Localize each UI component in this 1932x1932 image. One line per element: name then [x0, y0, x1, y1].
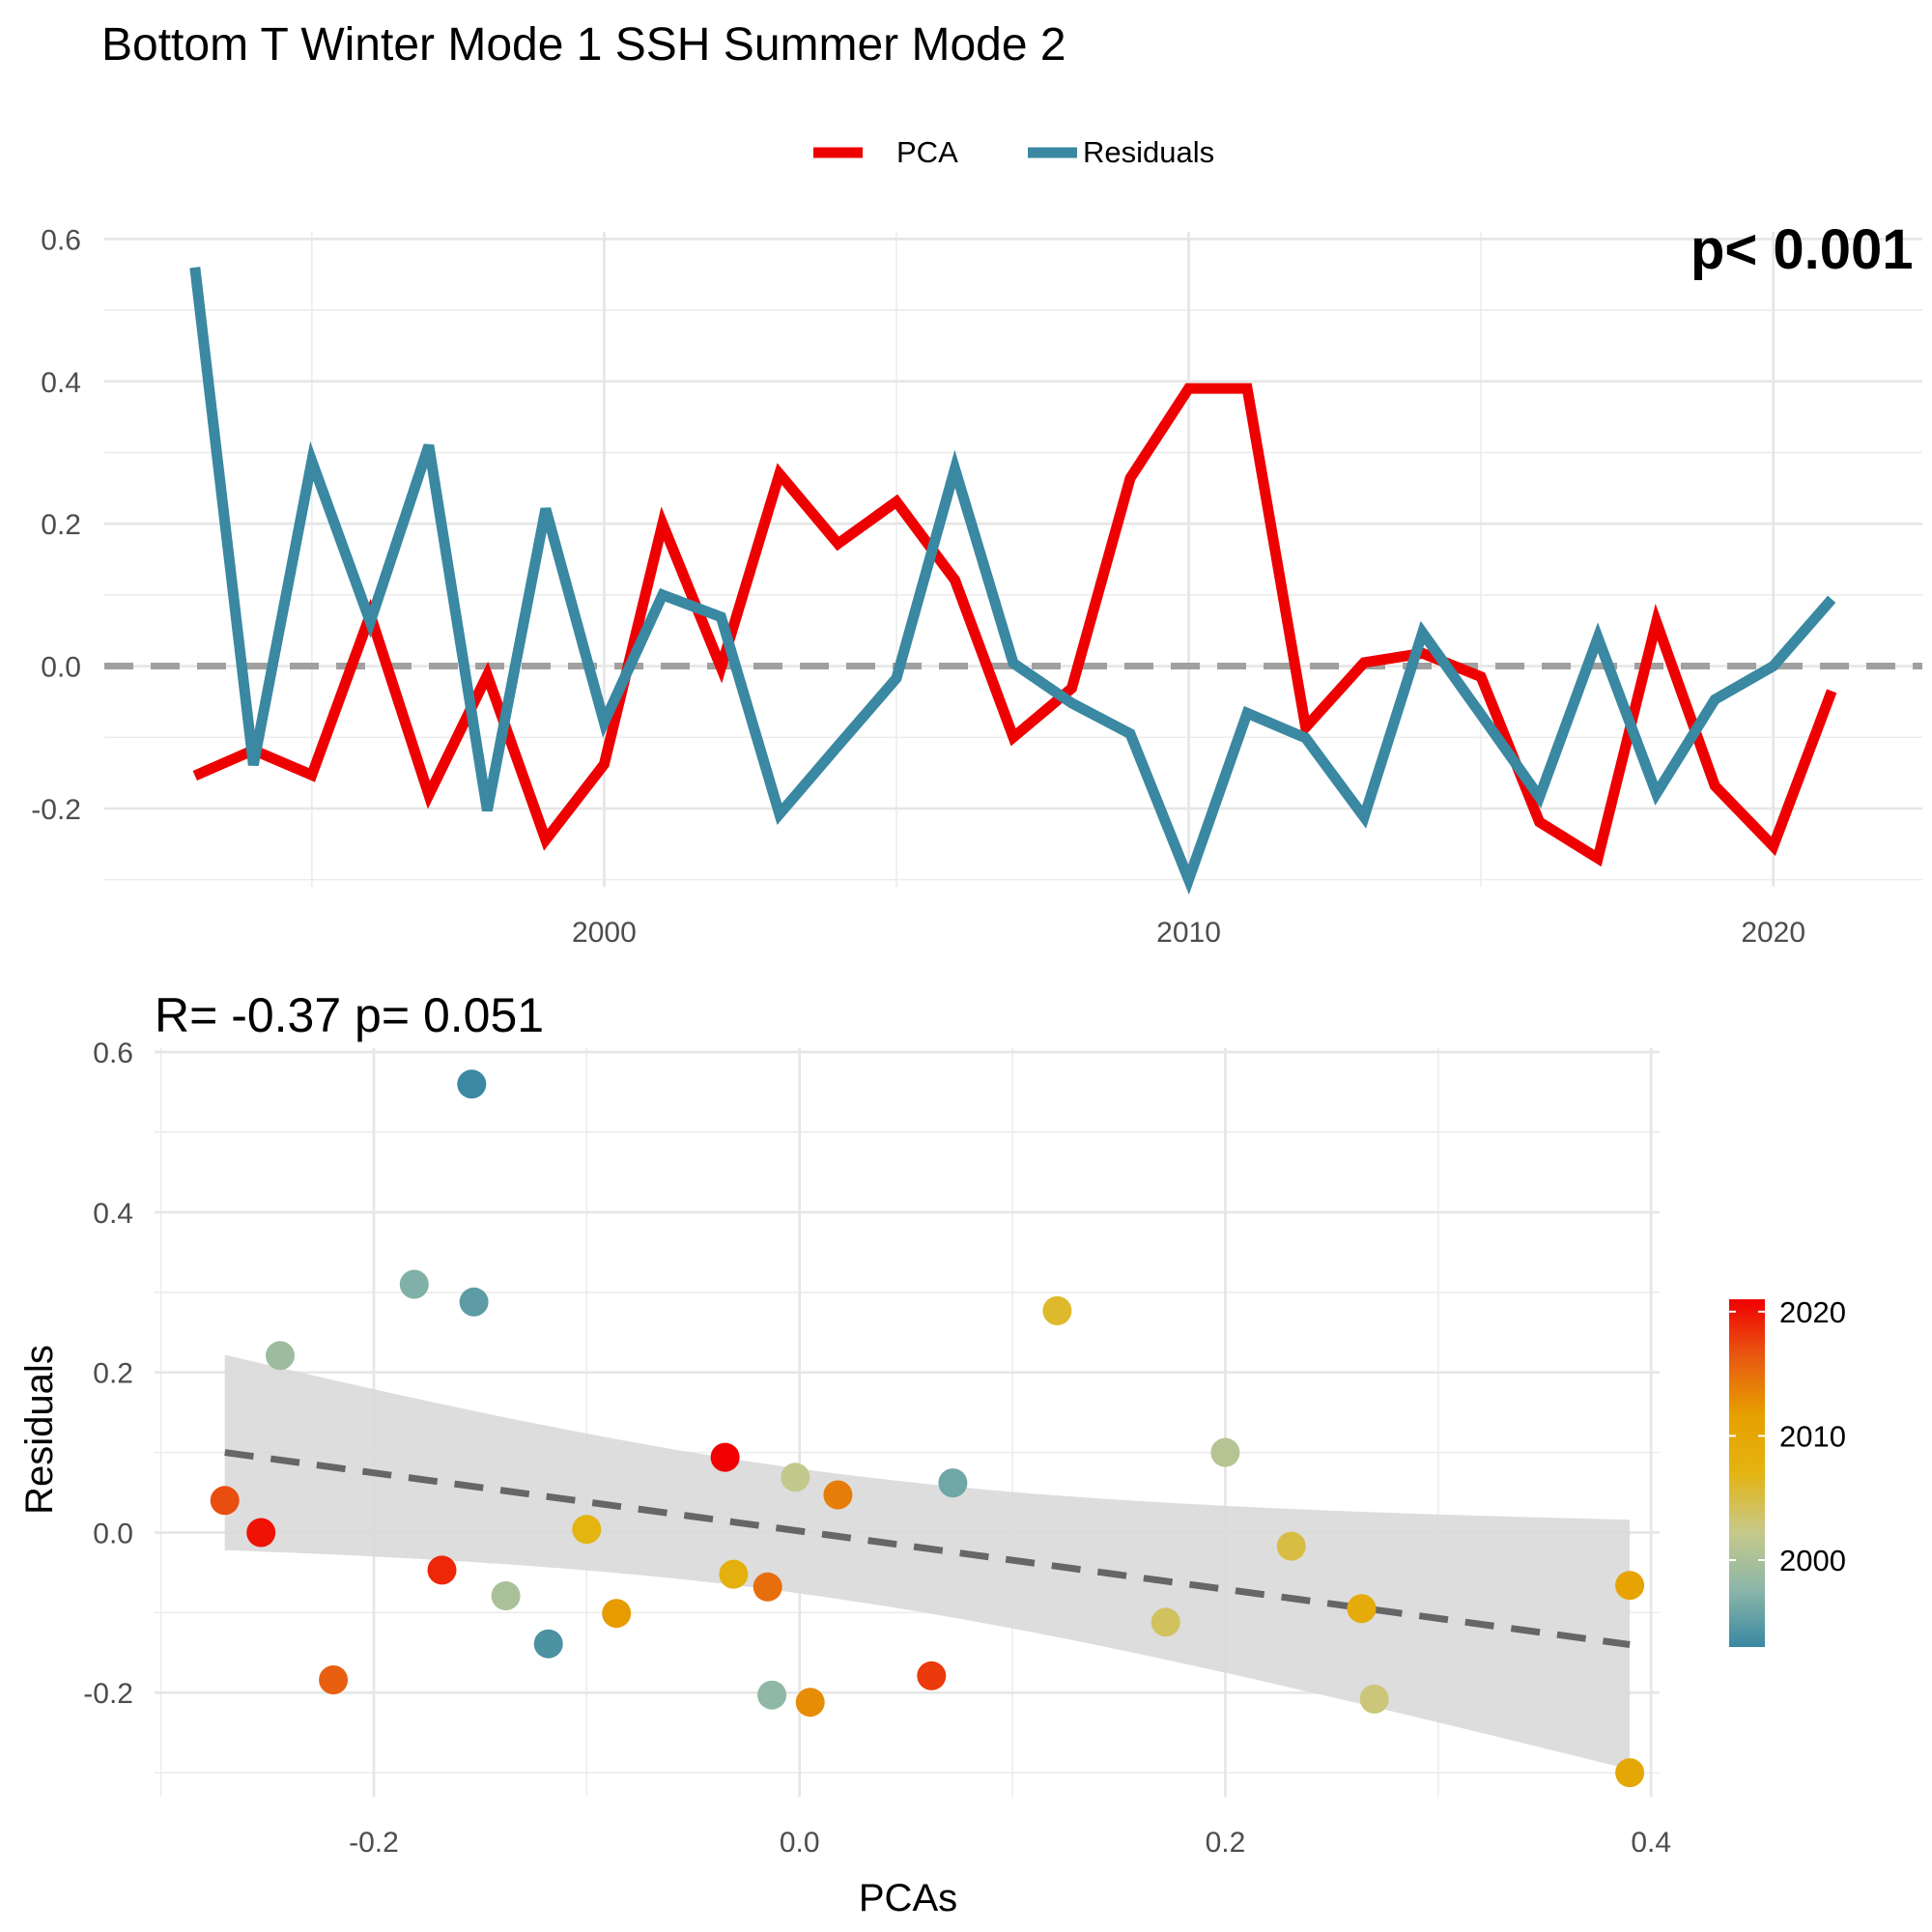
scatter-point: [823, 1480, 853, 1510]
x-tick-label: 0.0: [780, 1827, 820, 1859]
colorbar-label: 2010: [1779, 1419, 1846, 1453]
scatter-point: [1615, 1571, 1645, 1601]
legend-residuals-label: Residuals: [1083, 135, 1214, 169]
scatter-point: [938, 1468, 968, 1498]
y-tick-label: 0.6: [41, 224, 81, 256]
y-tick-label: 0.4: [41, 367, 81, 399]
scatter-point: [319, 1665, 349, 1694]
series-line-residuals: [189, 267, 1836, 895]
scatter-point: [459, 1287, 489, 1317]
y-tick-label: 0.0: [41, 652, 81, 684]
y-tick-label: -0.2: [31, 794, 81, 826]
scatter-point: [1359, 1684, 1389, 1714]
scatter-point: [1276, 1531, 1306, 1561]
legend-pca-label: PCA: [896, 135, 958, 169]
scatter-point: [1042, 1295, 1072, 1325]
scatter-point: [719, 1559, 749, 1589]
colorbar-label: 2000: [1779, 1544, 1846, 1577]
scatter-point: [1210, 1437, 1240, 1467]
scatter-point: [491, 1581, 521, 1610]
x-axis-title: PCAs: [859, 1877, 957, 1919]
timeseries-lines: [189, 267, 1837, 895]
scatter-point: [795, 1688, 825, 1718]
scatter-point: [917, 1661, 947, 1690]
scatter-panel: R= -0.37 p= 0.051 0.60.40.20.0-0.2 -0.2 0…: [18, 988, 1671, 1919]
y-axis-title: Residuals: [18, 1345, 61, 1515]
regression-confidence-band: [224, 1354, 1631, 1770]
scatter-x-axis: -0.2 0.0 0.2 0.4: [349, 1827, 1671, 1859]
x-tick-label: 0.4: [1631, 1827, 1671, 1859]
scatter-point: [457, 1069, 487, 1099]
scatter-point: [266, 1341, 295, 1371]
scatter-point: [246, 1518, 276, 1548]
scatter-point: [1615, 1758, 1645, 1788]
timeseries-x-axis: 2000 2010 2020: [572, 917, 1805, 949]
figure-title: Bottom T Winter Mode 1 SSH Summer Mode 2: [101, 19, 1066, 71]
scatter-point: [753, 1572, 782, 1602]
y-tick-label: 0.6: [93, 1037, 133, 1069]
x-tick-label: -0.2: [349, 1827, 399, 1859]
x-tick-label: 2010: [1156, 917, 1221, 949]
y-tick-label: -0.2: [83, 1678, 133, 1710]
scatter-point: [781, 1463, 810, 1492]
scatter-stats-title: R= -0.37 p= 0.051: [155, 988, 544, 1042]
confidence-band-area: [224, 1354, 1631, 1770]
x-tick-label: 2020: [1741, 917, 1805, 949]
scatter-points: [210, 1069, 1645, 1788]
timeseries-y-axis: 0.6 0.4 0.2 0.0 -0.2: [31, 224, 81, 826]
timeseries-significance-label: p< 0.001: [1690, 218, 1914, 281]
timeseries-panel: 0.6 0.4 0.2 0.0 -0.2 2000 2010 2020 p< 0.001: [31, 218, 1922, 949]
scatter-point: [533, 1629, 563, 1659]
scatter-point: [427, 1555, 457, 1585]
year-colorbar: 2020 2010 2000: [1729, 1295, 1846, 1647]
scatter-point: [399, 1269, 429, 1299]
regression-line: [224, 1449, 1631, 1648]
scatter-point: [210, 1486, 240, 1516]
y-tick-label: 0.2: [41, 509, 81, 541]
scatter-point: [572, 1515, 602, 1545]
x-tick-label: 2000: [572, 917, 637, 949]
y-tick-label: 0.0: [93, 1518, 133, 1549]
scatter-point: [757, 1680, 787, 1710]
series-legend: PCA Residuals: [813, 135, 1214, 169]
scatter-point: [1347, 1594, 1377, 1624]
x-tick-label: 0.2: [1206, 1827, 1246, 1859]
scatter-point: [710, 1442, 740, 1472]
scatter-point: [602, 1599, 632, 1629]
colorbar-gradient: [1729, 1299, 1765, 1647]
series-line-pca: [192, 383, 1837, 867]
scatter-point: [1151, 1607, 1180, 1637]
y-tick-label: 0.2: [93, 1358, 133, 1390]
colorbar-label: 2020: [1779, 1295, 1846, 1329]
regression-fit-line: [224, 1449, 1631, 1648]
y-tick-label: 0.4: [93, 1198, 133, 1230]
scatter-y-axis: 0.6 0.4 0.2 0.0 -0.2: [83, 1037, 133, 1710]
